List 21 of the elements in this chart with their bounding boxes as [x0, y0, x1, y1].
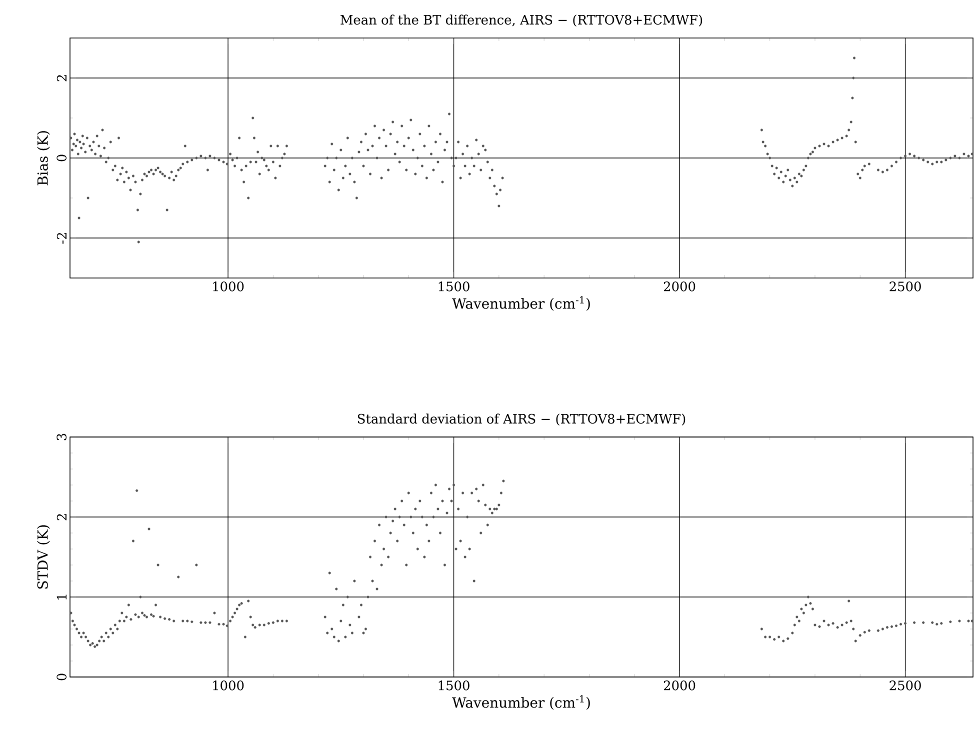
x-tick-label: 2500 [890, 282, 921, 292]
y-tick-label: 2 [56, 514, 66, 520]
y-tick-label: 2 [56, 75, 66, 82]
x-tick-label: 2000 [664, 680, 696, 690]
x-tick-label: 1500 [438, 282, 470, 292]
x-axis-title: Wavenumber (cm$^{-1}$) [452, 296, 590, 311]
x-tick-label: 1000 [213, 282, 244, 292]
x-tick-label: 1000 [213, 680, 244, 690]
y-tick-label: 0 [56, 674, 66, 680]
y-tick-label: 3 [56, 434, 66, 440]
y-axis-title: STDV (K) [37, 525, 50, 589]
x-tick-label: 1500 [438, 680, 470, 690]
y-tick-label: -2 [56, 232, 66, 244]
y-tick-label: 0 [56, 154, 66, 162]
x-tick-label: 2000 [664, 282, 696, 292]
chart-title: Mean of the BT difference, AIRS − (RTTOV8+ECMWF) [340, 14, 702, 26]
y-axis-title: Bias (K) [37, 131, 50, 186]
chart-title: Standard deviation of AIRS − (RTTOV8+ECMWF) [358, 414, 686, 426]
x-tick-label: 2500 [890, 680, 921, 690]
x-axis-title: Wavenumber (cm$^{-1}$) [452, 695, 590, 710]
y-tick-label: 1 [56, 594, 66, 600]
